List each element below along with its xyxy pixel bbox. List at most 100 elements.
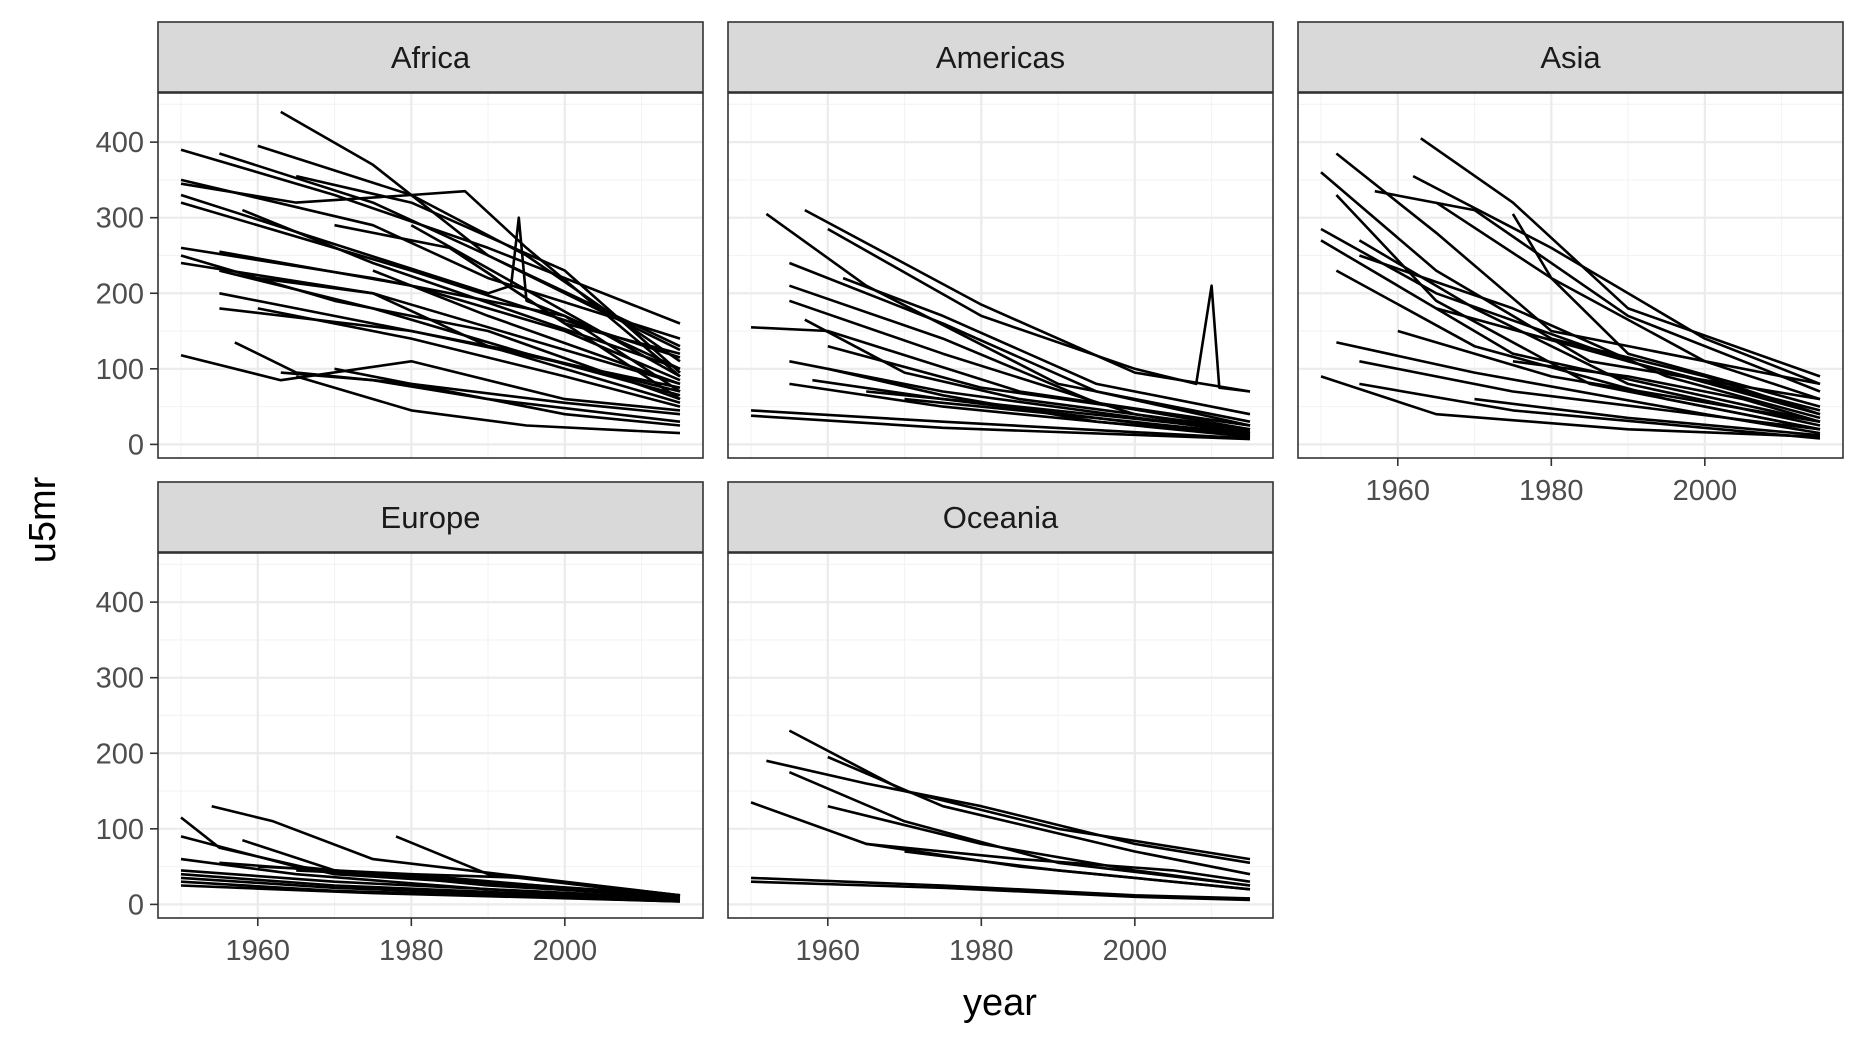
- series-line: [180, 884, 681, 903]
- x-tick-label: 2000: [1103, 935, 1168, 967]
- panel-border: [1297, 92, 1844, 459]
- y-tick-label: 300: [96, 663, 144, 695]
- facet-strip: [1297, 21, 1844, 93]
- series-line: [827, 755, 1251, 876]
- series-group: [750, 729, 1251, 902]
- facet-strip: [727, 481, 1274, 553]
- series-line: [410, 224, 681, 378]
- x-tick-label: 1980: [1519, 475, 1584, 507]
- x-tick-label: 1980: [949, 935, 1014, 967]
- series-group: [1320, 137, 1821, 440]
- x-tick-label: 1980: [379, 935, 444, 967]
- series-line: [904, 850, 1251, 891]
- series-group: [180, 110, 681, 435]
- series-line: [1374, 189, 1821, 393]
- y-tick-label: 0: [128, 889, 144, 921]
- series-line: [1550, 337, 1821, 416]
- x-tick-label: 1960: [226, 935, 291, 967]
- x-tick-label: 1960: [1366, 475, 1431, 507]
- y-tick-label: 400: [96, 127, 144, 159]
- series-line: [295, 174, 681, 374]
- facet-strip-label: Europe: [381, 500, 481, 535]
- series-group: [180, 804, 681, 903]
- series-line: [765, 212, 1251, 423]
- facet-europe: Europe 0 100 200 300 400 1960 1980 2000: [96, 481, 704, 967]
- y-tick-label: 0: [128, 429, 144, 461]
- series-line: [1335, 269, 1821, 431]
- series-line: [180, 182, 681, 378]
- series-line: [750, 414, 1251, 441]
- series-line: [257, 276, 681, 405]
- x-tick-label: 2000: [1673, 475, 1738, 507]
- panel-border: [727, 92, 1274, 459]
- facet-panels: Africa 0 100 200 300 400 Americas Asia 1960 1980 2…: [96, 21, 1844, 967]
- facet-americas: Americas: [727, 21, 1274, 459]
- series-line: [1358, 254, 1821, 420]
- panel-border: [157, 92, 704, 459]
- series-line: [180, 261, 681, 386]
- series-line: [750, 409, 1251, 440]
- series-line: [1512, 360, 1821, 423]
- series-line: [1336, 341, 1821, 435]
- y-tick-label: 100: [96, 814, 144, 846]
- series-line: [219, 307, 681, 389]
- series-line: [280, 371, 681, 423]
- y-tick-label: 200: [96, 738, 144, 770]
- facet-strip: [157, 481, 704, 553]
- x-tick-label: 1960: [796, 935, 861, 967]
- series-line: [1511, 213, 1821, 408]
- series-line: [1435, 201, 1821, 401]
- y-tick-label: 200: [96, 278, 144, 310]
- series-line: [788, 284, 1251, 431]
- facet-strip-label: Oceania: [943, 500, 1059, 535]
- facet-strip-label: Americas: [936, 40, 1065, 75]
- series-line: [812, 378, 1251, 439]
- series-line: [372, 269, 681, 386]
- series-line: [827, 227, 1251, 393]
- series-line: [1397, 329, 1821, 423]
- series-line: [180, 876, 681, 902]
- series-line: [448, 246, 681, 401]
- series-line: [804, 318, 1251, 431]
- facet-strip: [157, 21, 704, 93]
- y-tick-label: 100: [96, 354, 144, 386]
- facet-asia: Asia 1960 1980 2000: [1297, 21, 1844, 507]
- series-line: [1474, 397, 1821, 437]
- series-line: [334, 367, 681, 427]
- series-line: [1359, 360, 1821, 431]
- y-tick-label: 300: [96, 203, 144, 235]
- series-line: [257, 307, 681, 408]
- x-tick-label: 2000: [533, 935, 598, 967]
- series-line: [1320, 375, 1821, 439]
- facet-strip-label: Africa: [391, 40, 471, 75]
- series-line: [842, 276, 1251, 416]
- series-line: [827, 804, 1251, 887]
- series-line: [180, 869, 681, 900]
- series-line: [257, 144, 681, 363]
- series-line: [219, 152, 681, 352]
- y-tick-label: 400: [96, 587, 144, 619]
- series-line: [241, 208, 681, 371]
- facet-strip: [727, 21, 1274, 93]
- series-line: [788, 261, 1251, 427]
- series-line: [180, 254, 681, 401]
- x-axis-title: year: [963, 982, 1037, 1024]
- panel-border: [157, 552, 704, 919]
- series-line: [1359, 382, 1821, 440]
- series-line: [257, 865, 681, 897]
- series-line: [1412, 174, 1821, 386]
- panel-background: [158, 553, 703, 918]
- series-line: [180, 353, 681, 412]
- series-line: [788, 729, 1251, 861]
- facet-oceania: Oceania 1960 1980 2000: [727, 481, 1274, 967]
- series-line: [295, 375, 681, 435]
- series-line: [750, 876, 1251, 900]
- series-group: [750, 208, 1251, 441]
- series-line: [180, 178, 681, 340]
- panel-border: [727, 552, 1274, 919]
- series-line: [219, 269, 681, 397]
- facet-africa: Africa 0 100 200 300 400: [96, 21, 704, 461]
- series-line: [750, 880, 1251, 902]
- facet-strip-label: Asia: [1540, 40, 1601, 75]
